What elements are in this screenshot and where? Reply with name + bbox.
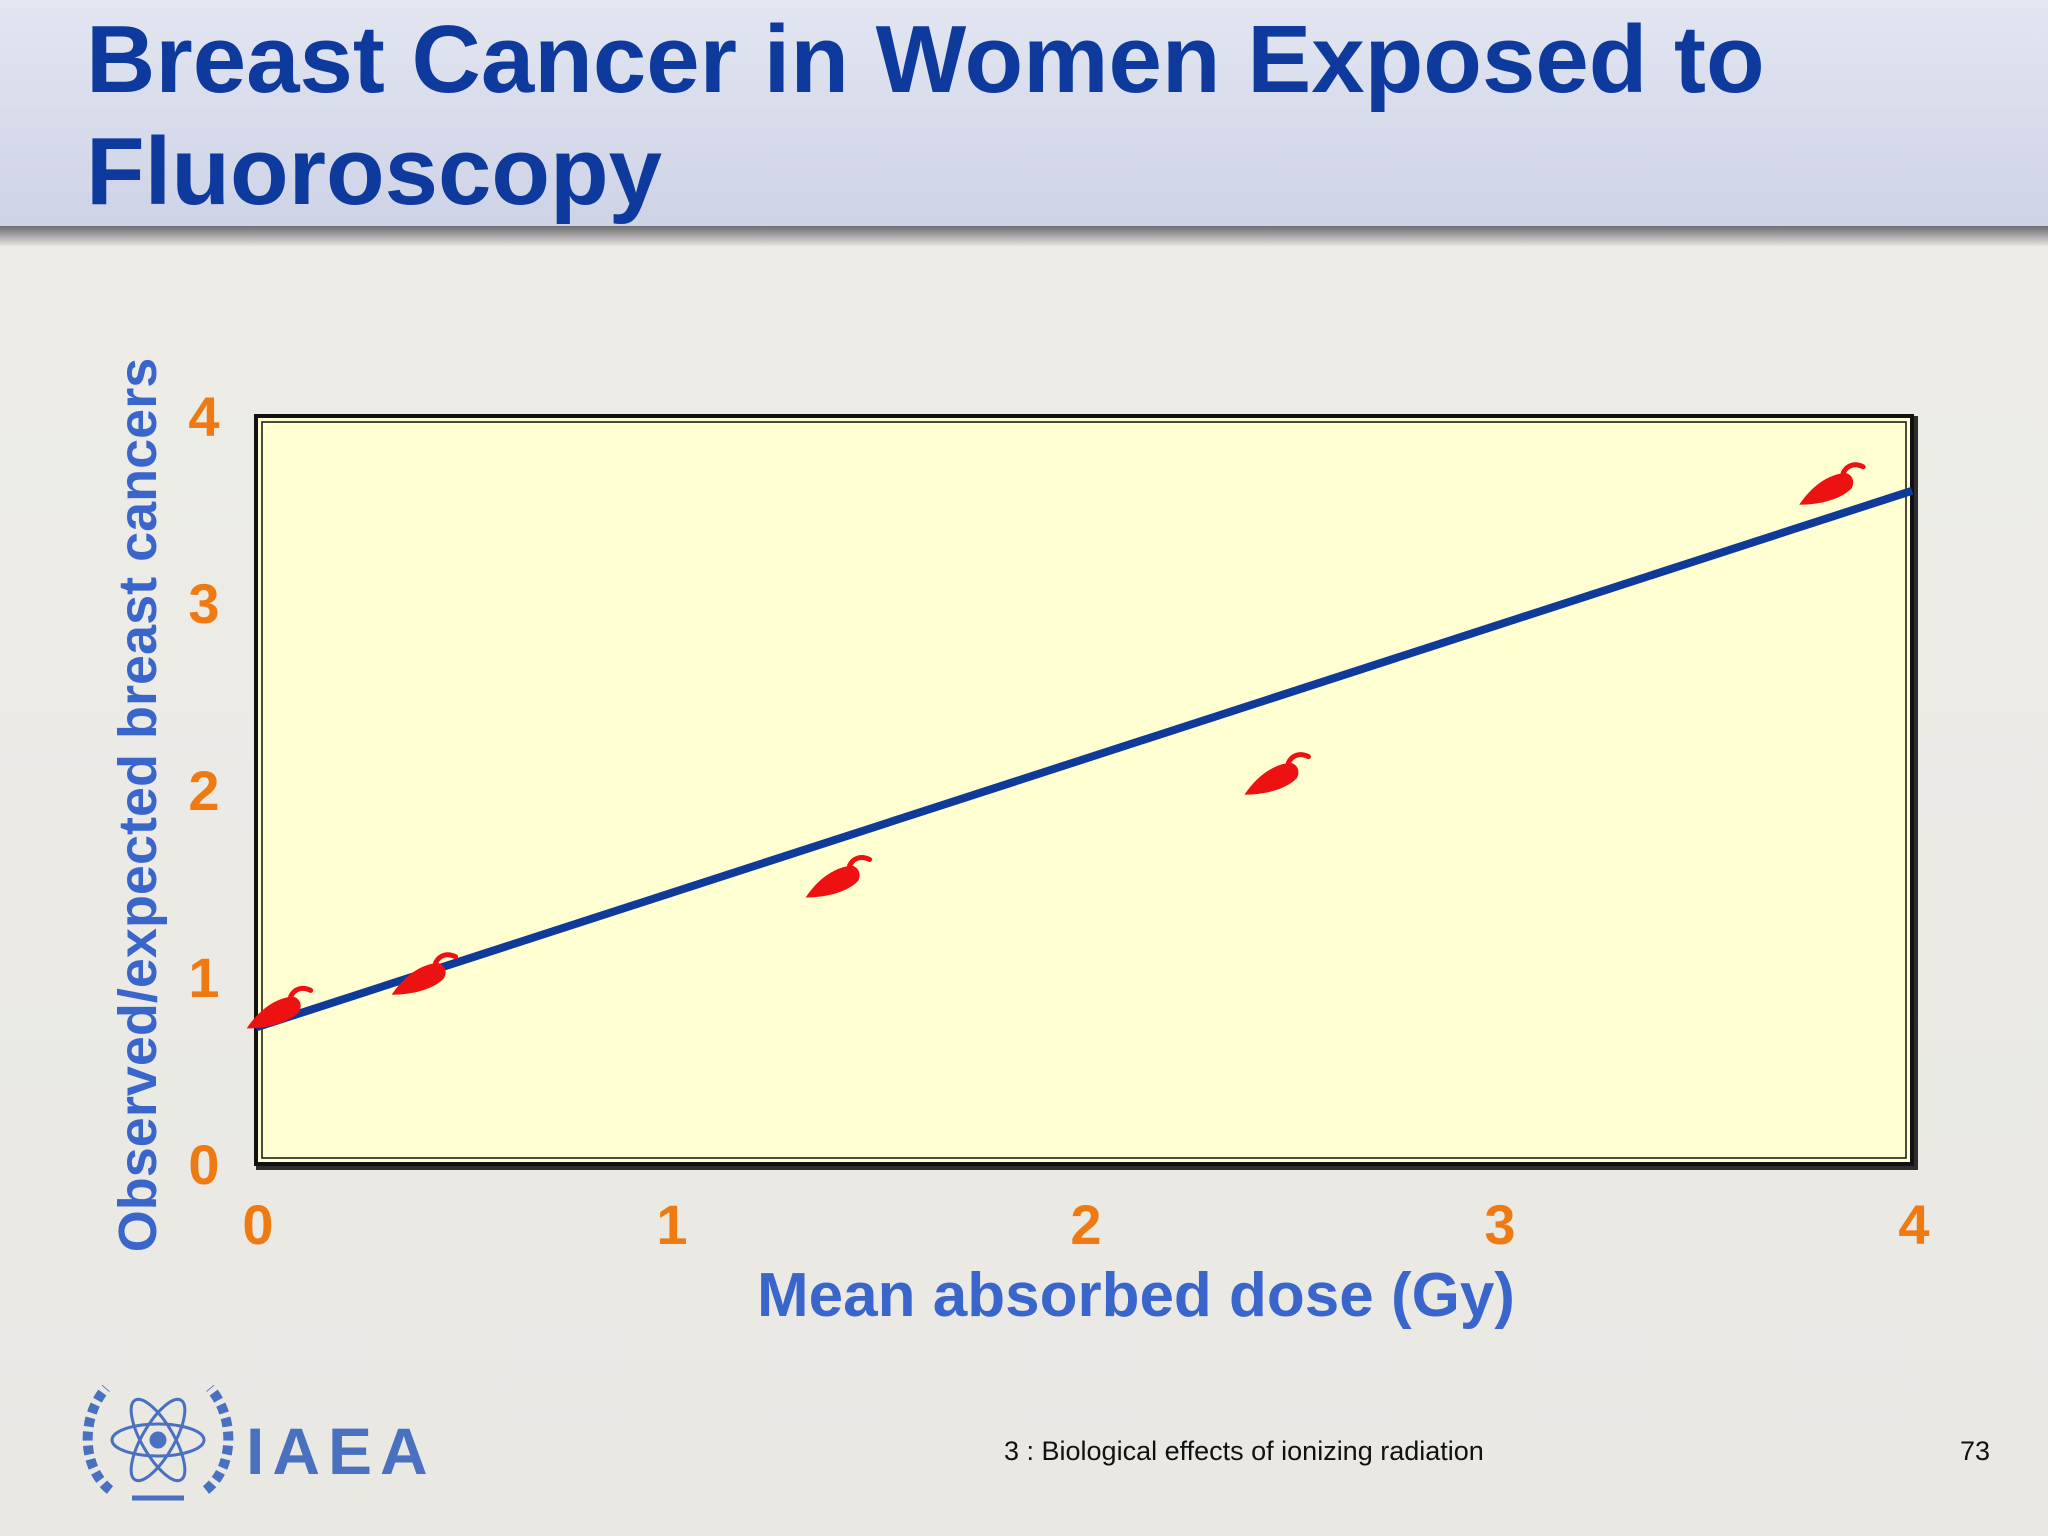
data-point-chili-pepper-icon bbox=[246, 985, 314, 1029]
plot-area-inner-border bbox=[261, 421, 1907, 1159]
y-tick-labels: 0 1 2 3 4 bbox=[188, 385, 219, 1196]
x-tick-label: 1 bbox=[656, 1193, 687, 1256]
x-tick-label: 4 bbox=[1898, 1193, 1929, 1256]
y-axis-title: Observed/expected breast cancers bbox=[108, 358, 168, 1252]
y-tick-label: 4 bbox=[188, 385, 219, 448]
x-axis-title: Mean absorbed dose (Gy) bbox=[757, 1261, 1515, 1330]
data-point-chili-pepper-icon bbox=[805, 855, 873, 898]
fit-line bbox=[254, 486, 1914, 1032]
x-tick-label: 3 bbox=[1484, 1193, 1515, 1256]
data-point-chili-pepper-icon bbox=[391, 952, 459, 995]
data-point-chili-pepper-icon bbox=[1244, 752, 1311, 795]
title-bar bbox=[0, 0, 2048, 232]
x-tick-label: 0 bbox=[242, 1193, 273, 1256]
un-emblem-icon bbox=[82, 1384, 234, 1501]
x-tick-labels: 0 1 2 3 4 bbox=[242, 1193, 1929, 1256]
y-tick-label: 1 bbox=[188, 946, 219, 1009]
slide-title: Breast Cancer in Women Exposed to Fluoro… bbox=[86, 6, 1765, 225]
plot-area bbox=[254, 414, 1914, 1166]
y-tick-label: 2 bbox=[188, 759, 219, 822]
iaea-logo: IAEA bbox=[82, 1384, 436, 1501]
x-tick-label: 2 bbox=[1070, 1193, 1101, 1256]
y-tick-label: 3 bbox=[188, 572, 219, 635]
data-points bbox=[246, 462, 1866, 1029]
page-number: 73 bbox=[1960, 1436, 1991, 1466]
iaea-logo-text: IAEA bbox=[246, 1414, 436, 1488]
data-point-chili-pepper-icon bbox=[1799, 462, 1866, 505]
footer-caption: 3 : Biological effects of ionizing radia… bbox=[1004, 1436, 1484, 1466]
title-divider bbox=[0, 226, 2048, 246]
y-tick-label: 0 bbox=[188, 1133, 219, 1196]
